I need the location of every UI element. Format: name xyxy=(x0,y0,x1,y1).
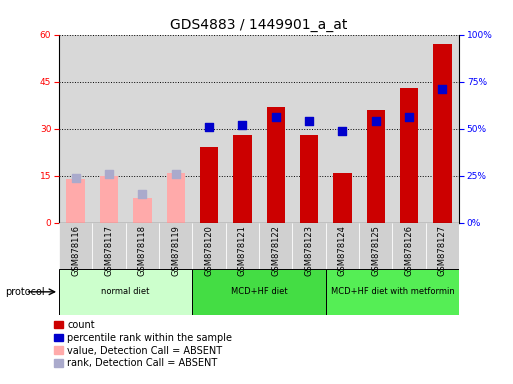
FancyBboxPatch shape xyxy=(359,223,392,269)
Point xyxy=(105,171,113,177)
Bar xyxy=(59,35,92,223)
Bar xyxy=(233,135,251,223)
Bar xyxy=(100,176,118,223)
Bar xyxy=(133,198,151,223)
FancyBboxPatch shape xyxy=(326,223,359,269)
Text: protocol: protocol xyxy=(5,287,45,297)
FancyBboxPatch shape xyxy=(159,223,192,269)
FancyBboxPatch shape xyxy=(326,269,459,315)
Text: GSM878123: GSM878123 xyxy=(305,225,313,276)
Bar xyxy=(367,110,385,223)
FancyBboxPatch shape xyxy=(192,223,226,269)
Point xyxy=(138,192,147,198)
Text: GSM878122: GSM878122 xyxy=(271,225,280,276)
Text: GSM878127: GSM878127 xyxy=(438,225,447,276)
Bar xyxy=(192,35,226,223)
Text: GSM878121: GSM878121 xyxy=(238,225,247,276)
Bar xyxy=(292,35,326,223)
Point xyxy=(305,118,313,124)
Point xyxy=(338,127,346,134)
Bar xyxy=(200,147,218,223)
Text: MCD+HF diet: MCD+HF diet xyxy=(231,287,287,296)
FancyBboxPatch shape xyxy=(59,269,192,315)
Bar xyxy=(226,35,259,223)
FancyBboxPatch shape xyxy=(92,223,126,269)
Title: GDS4883 / 1449901_a_at: GDS4883 / 1449901_a_at xyxy=(170,18,348,32)
Legend: count, percentile rank within the sample, value, Detection Call = ABSENT, rank, : count, percentile rank within the sample… xyxy=(53,320,232,369)
FancyBboxPatch shape xyxy=(292,223,326,269)
Point xyxy=(405,114,413,121)
Bar xyxy=(392,35,426,223)
Text: GSM878125: GSM878125 xyxy=(371,225,380,276)
Bar xyxy=(400,88,418,223)
FancyBboxPatch shape xyxy=(426,223,459,269)
Bar xyxy=(92,35,126,223)
Text: MCD+HF diet with metformin: MCD+HF diet with metformin xyxy=(330,287,455,296)
Bar xyxy=(433,44,451,223)
FancyBboxPatch shape xyxy=(392,223,426,269)
FancyBboxPatch shape xyxy=(192,269,326,315)
Text: GSM878126: GSM878126 xyxy=(405,225,413,276)
Text: GSM878124: GSM878124 xyxy=(338,225,347,276)
Bar xyxy=(333,172,351,223)
Point xyxy=(371,118,380,124)
Bar xyxy=(67,179,85,223)
FancyBboxPatch shape xyxy=(59,223,92,269)
Bar xyxy=(167,172,185,223)
Text: normal diet: normal diet xyxy=(102,287,150,296)
Bar xyxy=(126,35,159,223)
Point xyxy=(238,122,246,128)
Point xyxy=(205,124,213,130)
Bar xyxy=(259,35,292,223)
Bar xyxy=(159,35,192,223)
Bar xyxy=(426,35,459,223)
FancyBboxPatch shape xyxy=(226,223,259,269)
Point xyxy=(171,171,180,177)
Text: GSM878120: GSM878120 xyxy=(205,225,213,276)
Bar xyxy=(267,107,285,223)
Text: GSM878118: GSM878118 xyxy=(138,225,147,276)
Bar xyxy=(326,35,359,223)
Bar xyxy=(359,35,392,223)
Point xyxy=(271,114,280,121)
Point xyxy=(438,86,446,92)
Text: GSM878116: GSM878116 xyxy=(71,225,80,276)
Text: GSM878119: GSM878119 xyxy=(171,225,180,276)
Bar xyxy=(300,135,318,223)
FancyBboxPatch shape xyxy=(259,223,292,269)
Text: GSM878117: GSM878117 xyxy=(105,225,113,276)
Point xyxy=(71,174,80,180)
FancyBboxPatch shape xyxy=(126,223,159,269)
